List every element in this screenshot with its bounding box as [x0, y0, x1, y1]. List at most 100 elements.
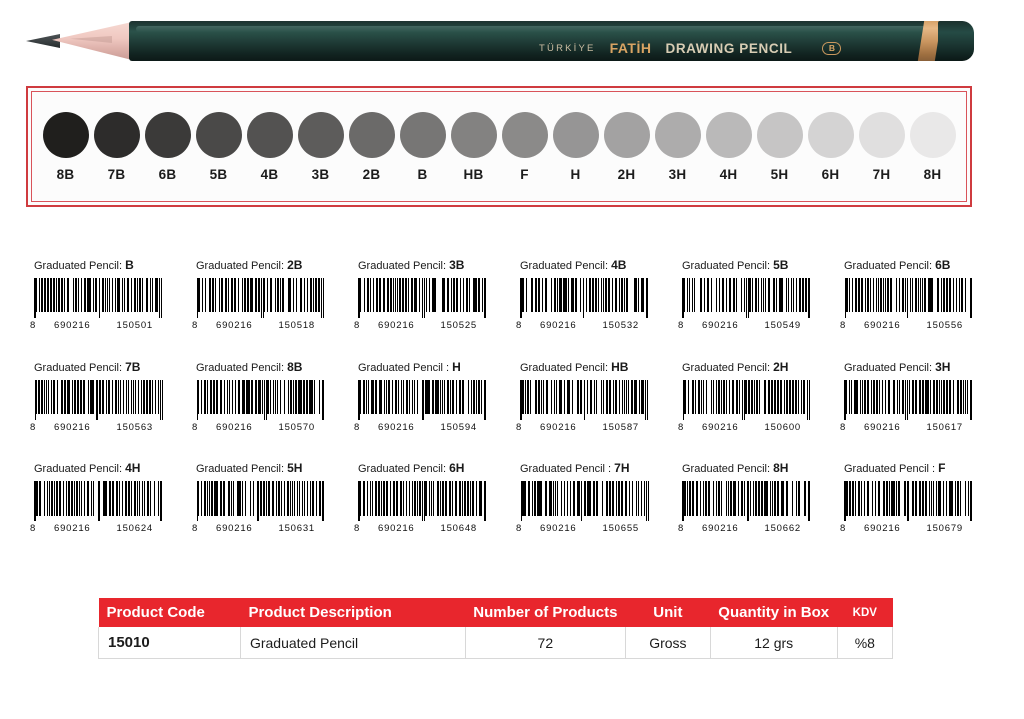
barcode-digit-group-1: 690216	[701, 320, 739, 331]
barcode-digit-group-2: 150679	[926, 523, 963, 535]
barcode-digit-group-2: 150501	[116, 320, 153, 331]
barcode-digit-prefix: 8	[192, 320, 198, 331]
grade-swatch-label: 8H	[923, 166, 942, 182]
grade-swatch-h: H	[551, 111, 601, 182]
grade-scale-inner-border: 8B 7B 6B 5B 4B 3B 2B B HB F H 2H 3H 4H 5H 6H 7H 8H	[31, 91, 967, 202]
barcode-label: Graduated Pencil: 4B	[520, 258, 674, 272]
pencil-barrel-highlight	[136, 26, 966, 32]
barcode-digit-group-1: 690216	[539, 320, 577, 331]
barcode-card-f: Graduated Pencil : F 8 690216 150679	[836, 461, 998, 563]
barcode-digit-group-2: 150662	[764, 523, 801, 535]
barcode-label-prefix: Graduated Pencil:	[682, 361, 774, 374]
barcode-card-4h: Graduated Pencil: 4H 8 690216 150624	[26, 461, 188, 563]
barcode-label: Graduated Pencil: 8H	[682, 461, 836, 475]
barcode-bars	[843, 379, 973, 420]
grade-swatch-label: 3H	[668, 166, 687, 182]
grade-swatch-3h: 3H	[653, 111, 703, 182]
barcode-card-5b: Graduated Pencil: 5B 8 690216 150549	[674, 258, 836, 360]
header-quantity-in-box: Quantity in Box	[710, 598, 838, 627]
pencil-imprint: TÜRKİYE FATİH DRAWING PENCIL B	[539, 40, 842, 56]
grade-swatch-circle	[552, 111, 599, 158]
barcode-digit-group-1: 690216	[701, 523, 739, 535]
barcode-card-7h: Graduated Pencil : 7H 8 690216 150655	[512, 461, 674, 563]
barcode-digits: 8 690216 150648	[354, 521, 490, 534]
grade-scale-panel: 8B 7B 6B 5B 4B 3B 2B B HB F H 2H 3H 4H 5H 6H 7H 8H	[26, 86, 972, 207]
product-spec-table: Product Code Product Description Number …	[98, 598, 894, 659]
barcode-image: 8 690216 150549	[674, 275, 817, 333]
barcode-digit-group-2: 150518	[278, 320, 315, 331]
grade-swatch-circle	[450, 111, 497, 158]
pencil-illustration: TÜRKİYE FATİH DRAWING PENCIL B	[0, 0, 1024, 80]
barcode-digit-prefix: 8	[192, 421, 198, 433]
barcode-image: 8 690216 150501	[26, 275, 169, 333]
barcode-bars	[33, 481, 163, 522]
barcode-label: Graduated Pencil: 5H	[196, 461, 350, 475]
grade-swatch-circle	[603, 111, 650, 158]
barcode-digit-prefix: 8	[354, 421, 360, 433]
barcode-digit-group-1: 690216	[539, 523, 577, 535]
barcode-image: 8 690216 150617	[836, 376, 979, 435]
barcode-bars	[519, 481, 649, 522]
grade-swatch-3b: 3B	[296, 111, 346, 182]
grade-swatch-6b: 6B	[143, 111, 193, 182]
grade-swatch-circle	[93, 111, 140, 158]
barcode-digits: 8 690216 150655	[516, 521, 652, 534]
barcode-digit-prefix: 8	[516, 421, 522, 433]
barcode-bars	[357, 278, 487, 318]
barcode-grid: Graduated Pencil: B 8 690216 150501 Graduate…	[26, 258, 998, 563]
barcode-digit-prefix: 8	[516, 523, 522, 535]
barcode-image: 8 690216 150556	[836, 275, 979, 333]
header-kdv: KDV	[837, 598, 893, 627]
barcode-label-grade: 6H	[449, 461, 465, 476]
barcode-image: 8 690216 150655	[512, 478, 655, 537]
grade-swatch-label: 4H	[719, 166, 738, 182]
grade-swatch-label: F	[520, 166, 529, 182]
barcode-digits: 8 690216 150594	[354, 420, 490, 433]
grade-swatch-f: F	[500, 111, 550, 182]
barcode-digit-group-1: 690216	[53, 421, 91, 433]
barcode-digit-group-1: 690216	[377, 523, 415, 535]
pencil-brand-text: FATİH	[609, 40, 652, 56]
grade-swatch-label: 5B	[209, 166, 228, 182]
grade-swatch-circle	[144, 111, 191, 158]
barcode-label-grade: 7B	[125, 359, 141, 374]
grade-swatch-4h: 4H	[704, 111, 754, 182]
barcode-label-prefix: Graduated Pencil:	[520, 361, 612, 374]
grade-swatch-circle	[399, 111, 446, 158]
barcode-label-prefix: Graduated Pencil :	[358, 361, 453, 374]
cell-product-description: Graduated Pencil	[239, 627, 466, 659]
barcode-label-prefix: Graduated Pencil:	[34, 260, 126, 272]
barcode-digit-group-1: 690216	[53, 523, 91, 535]
barcode-bars	[519, 379, 649, 420]
barcode-digit-group-2: 150587	[602, 421, 639, 433]
grade-swatch-4b: 4B	[245, 111, 295, 182]
barcode-label-grade: H	[452, 359, 461, 374]
cell-number-of-products: 72	[464, 627, 626, 659]
spec-header-row: Product Code Product Description Number …	[98, 598, 893, 627]
barcode-digits: 8 690216 150570	[192, 420, 328, 433]
barcode-image: 8 690216 150679	[836, 478, 979, 537]
grade-swatch-circle	[297, 111, 344, 158]
barcode-label-prefix: Graduated Pencil :	[844, 463, 939, 476]
barcode-digit-group-1: 690216	[863, 320, 901, 331]
barcode-image: 8 690216 150518	[188, 275, 331, 333]
barcode-label-grade: 2B	[287, 258, 303, 272]
barcode-bars	[195, 481, 325, 522]
barcode-label: Graduated Pencil: 3H	[844, 360, 998, 374]
barcode-bars	[33, 278, 163, 318]
barcode-digit-prefix: 8	[840, 421, 846, 433]
barcode-digit-prefix: 8	[30, 320, 36, 331]
grade-swatch-circle	[348, 111, 395, 158]
grade-swatch-label: 2H	[617, 166, 636, 182]
spec-table-head: Product Code Product Description Number …	[98, 598, 893, 627]
barcode-digits: 8 690216 150525	[354, 318, 490, 331]
barcode-card-8b: Graduated Pencil: 8B 8 690216 150570	[188, 360, 350, 462]
spec-table-element: Product Code Product Description Number …	[98, 598, 894, 659]
grade-swatch-label: 8B	[56, 166, 75, 182]
barcode-digits: 8 690216 150600	[678, 420, 814, 433]
barcode-card-6h: Graduated Pencil: 6H 8 690216 150648	[350, 461, 512, 563]
barcode-digits: 8 690216 150518	[192, 318, 328, 331]
grade-swatch-label: B	[417, 166, 428, 182]
barcode-label-prefix: Graduated Pencil:	[34, 463, 126, 476]
barcode-label: Graduated Pencil: 6H	[358, 461, 512, 475]
